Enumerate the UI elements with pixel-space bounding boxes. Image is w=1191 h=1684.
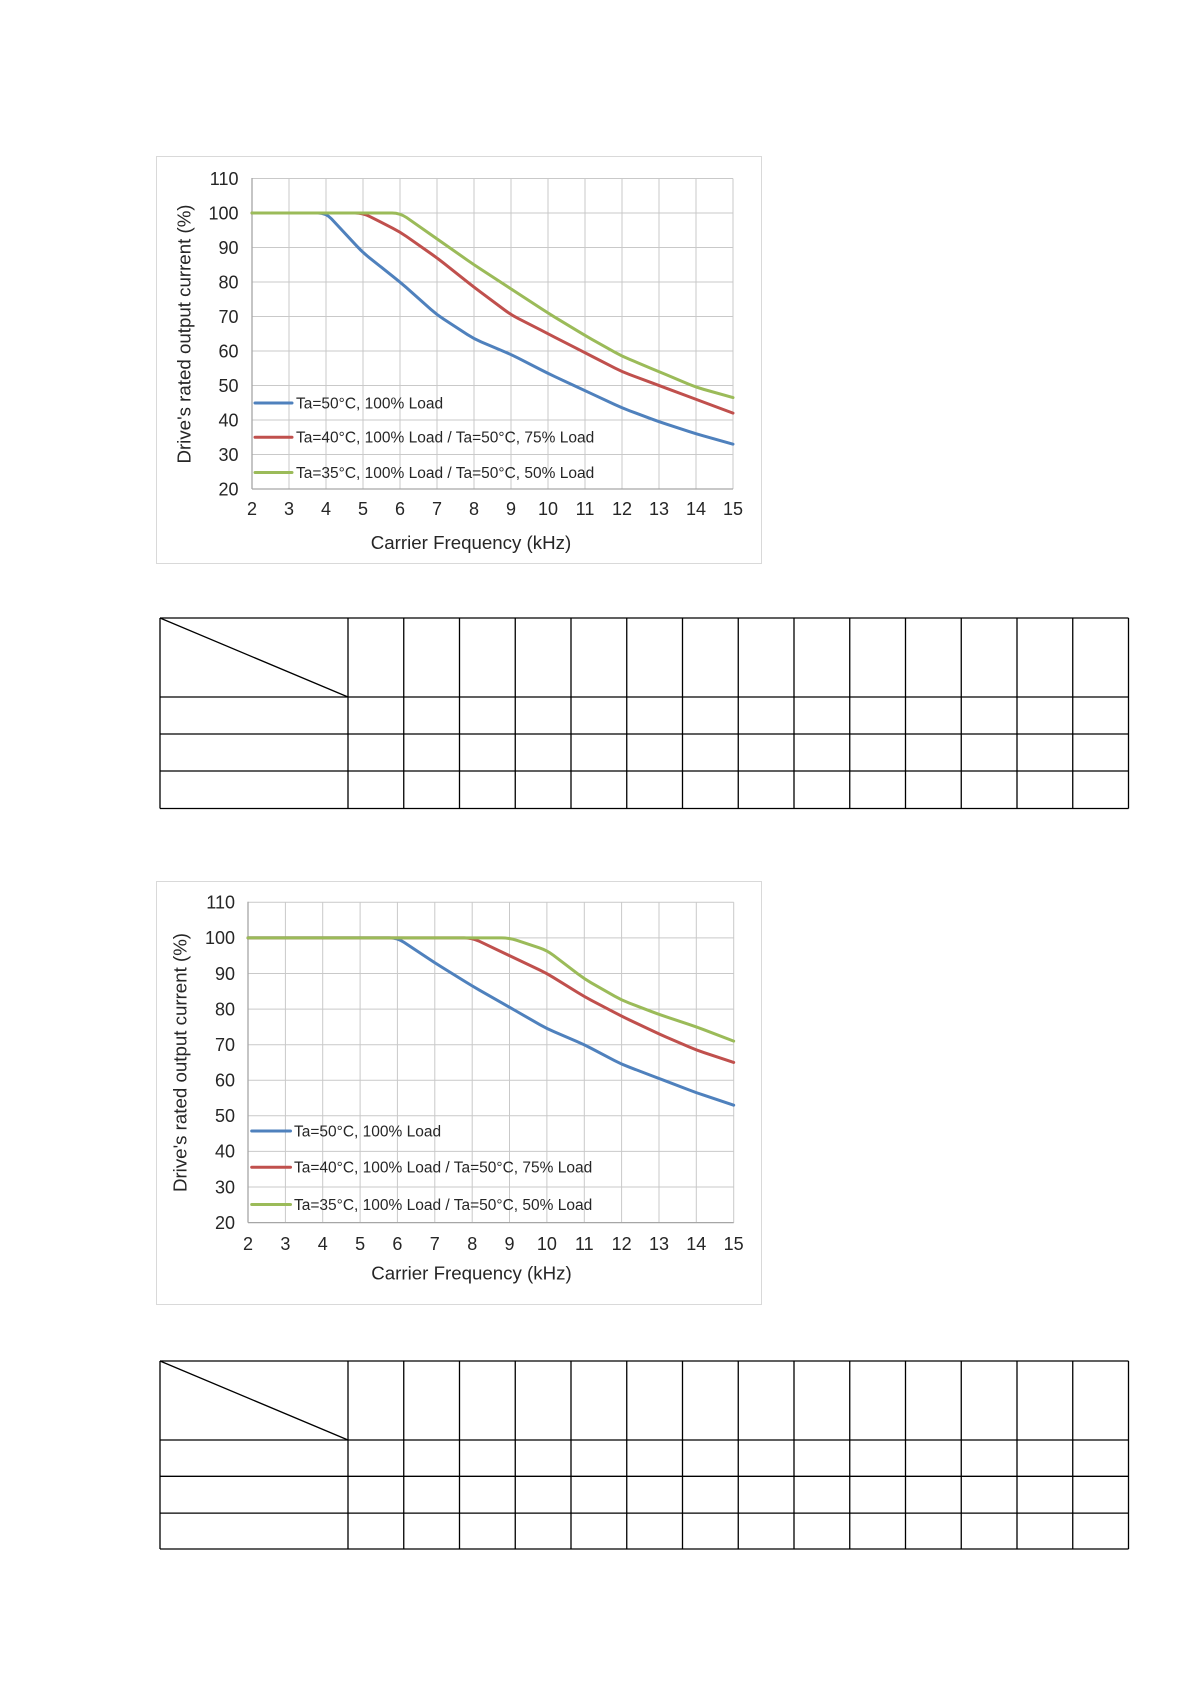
svg-text:5: 5 — [358, 499, 368, 519]
svg-text:80: 80 — [215, 999, 235, 1019]
svg-text:60: 60 — [215, 1071, 235, 1091]
svg-text:2: 2 — [247, 499, 257, 519]
svg-text:Ta=35°C, 100% Load / Ta=50°C,: Ta=35°C, 100% Load / Ta=50°C, 50% Load — [294, 1197, 592, 1214]
svg-text:3: 3 — [280, 1234, 290, 1254]
svg-text:Drive's rated output current (: Drive's rated output current (%) — [174, 204, 195, 463]
svg-text:70: 70 — [218, 307, 238, 327]
svg-text:13: 13 — [649, 499, 669, 519]
svg-text:9: 9 — [504, 1234, 514, 1254]
svg-text:3: 3 — [284, 499, 294, 519]
svg-text:Ta=40°C, 100% Load / Ta=50°C,: Ta=40°C, 100% Load / Ta=50°C, 75% Load — [294, 1160, 592, 1177]
svg-text:Ta=40°C, 100% Load / Ta=50°C,: Ta=40°C, 100% Load / Ta=50°C, 75% Load — [296, 430, 594, 447]
svg-text:8: 8 — [467, 1234, 477, 1254]
svg-text:9: 9 — [506, 499, 516, 519]
svg-text:90: 90 — [215, 964, 235, 984]
svg-text:Ta=35°C, 100% Load / Ta=50°C,: Ta=35°C, 100% Load / Ta=50°C, 50% Load — [296, 465, 594, 482]
svg-text:7: 7 — [430, 1234, 440, 1254]
svg-text:12: 12 — [612, 1234, 632, 1254]
svg-text:10: 10 — [537, 1234, 557, 1254]
svg-text:10: 10 — [538, 499, 558, 519]
svg-text:70: 70 — [215, 1035, 235, 1055]
svg-text:12: 12 — [612, 499, 632, 519]
svg-text:Drive's rated output current (: Drive's rated output current (%) — [170, 933, 191, 1192]
svg-text:90: 90 — [218, 238, 238, 258]
svg-text:4: 4 — [318, 1234, 328, 1254]
svg-text:7: 7 — [432, 499, 442, 519]
svg-text:20: 20 — [215, 1213, 235, 1233]
svg-text:30: 30 — [218, 445, 238, 465]
svg-text:Carrier Frequency (kHz): Carrier Frequency (kHz) — [371, 532, 571, 553]
svg-text:4: 4 — [321, 499, 331, 519]
svg-text:100: 100 — [205, 928, 235, 948]
svg-text:100: 100 — [208, 203, 238, 223]
svg-text:Ta=50°C, 100% Load: Ta=50°C, 100% Load — [296, 395, 443, 412]
svg-text:14: 14 — [686, 499, 706, 519]
svg-text:15: 15 — [724, 1234, 744, 1254]
svg-text:15: 15 — [723, 499, 743, 519]
svg-text:6: 6 — [392, 1234, 402, 1254]
svg-text:50: 50 — [218, 376, 238, 396]
svg-text:13: 13 — [649, 1234, 669, 1254]
svg-text:40: 40 — [218, 410, 238, 430]
svg-text:6: 6 — [395, 499, 405, 519]
svg-text:11: 11 — [576, 499, 595, 519]
svg-text:5: 5 — [355, 1234, 365, 1254]
svg-text:Ta=50°C, 100% Load: Ta=50°C, 100% Load — [294, 1123, 441, 1140]
svg-text:60: 60 — [218, 341, 238, 361]
svg-text:8: 8 — [469, 499, 479, 519]
svg-text:Carrier Frequency (kHz): Carrier Frequency (kHz) — [371, 1263, 571, 1284]
svg-text:11: 11 — [575, 1234, 594, 1254]
svg-text:110: 110 — [210, 169, 239, 189]
svg-text:40: 40 — [215, 1142, 235, 1162]
svg-text:30: 30 — [215, 1177, 235, 1197]
svg-text:20: 20 — [218, 479, 238, 499]
svg-text:2: 2 — [243, 1234, 253, 1254]
svg-text:14: 14 — [686, 1234, 706, 1254]
svg-text:50: 50 — [215, 1106, 235, 1126]
svg-text:110: 110 — [206, 893, 235, 913]
svg-text:80: 80 — [218, 272, 238, 292]
